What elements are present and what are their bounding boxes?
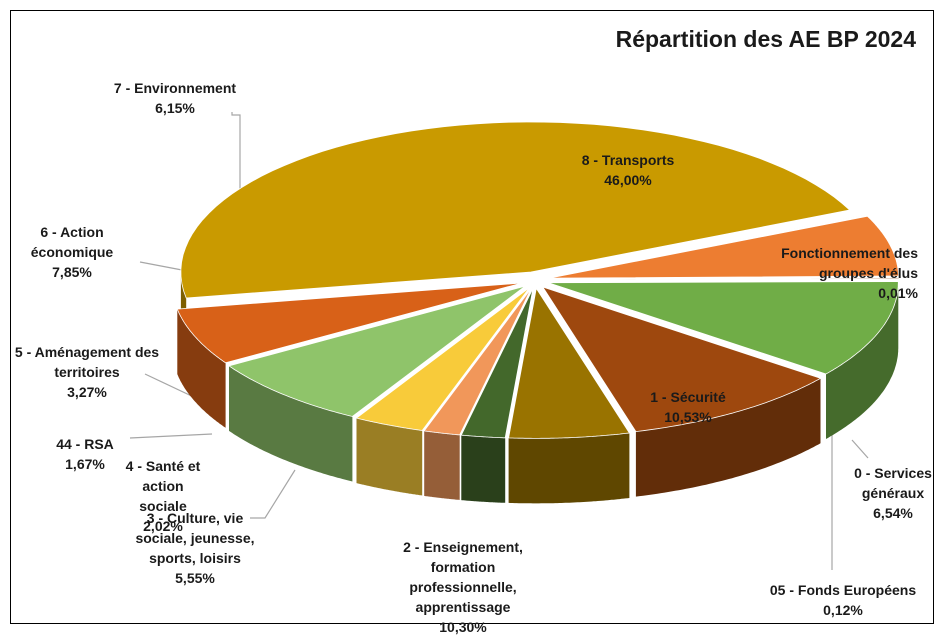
data-label: 7 - Environnement 6,15% — [90, 78, 260, 118]
slice — [228, 285, 526, 417]
value-label: 0,01% — [878, 285, 918, 301]
value-label: 1,67% — [65, 456, 105, 472]
data-label: 2 - Enseignement, formation professionne… — [376, 537, 551, 635]
data-label: 8 - Transports 46,00% — [548, 150, 708, 190]
value-label: 3,27% — [67, 384, 107, 400]
data-label: 05 - Fonds Européens 0,12% — [748, 580, 938, 620]
slice — [541, 286, 822, 433]
data-label: 0 - Services généraux 6,54% — [848, 463, 938, 523]
leader-line — [231, 112, 241, 200]
category-label: Fonctionnement des groupes d'élus — [781, 245, 918, 281]
value-label: 6,54% — [873, 505, 913, 521]
category-label: 5 - Aménagement des territoires — [14, 344, 160, 380]
tops — [176, 121, 900, 439]
slice-wall — [508, 433, 630, 504]
category-label: 2 - Enseignement, formation professionne… — [403, 539, 523, 615]
value-label: 7,85% — [52, 264, 92, 280]
chart-frame — [10, 10, 934, 624]
category-label: 8 - Transports — [581, 152, 675, 168]
slice — [355, 287, 530, 431]
slice-wall — [826, 281, 899, 439]
category-label: 1 - Sécurité — [650, 389, 726, 405]
category-label: 6 - Action économique — [30, 224, 114, 260]
slice — [548, 281, 899, 375]
data-label: 6 - Action économique 7,85% — [17, 222, 127, 282]
chart-title: Répartition des AE BP 2024 — [615, 26, 916, 52]
slice — [508, 287, 631, 439]
leader-line — [129, 433, 213, 439]
leader-line — [851, 439, 869, 459]
slice — [547, 214, 867, 277]
slice-wall — [635, 378, 821, 497]
slice-wall — [229, 365, 353, 482]
value-label: 10,53% — [664, 409, 712, 425]
data-label: 3 - Culture, vie sociale, jeunesse, spor… — [125, 508, 265, 588]
category-label: 05 - Fonds Européens — [769, 582, 917, 598]
slice — [460, 288, 534, 439]
value-label: 46,00% — [604, 172, 652, 188]
slice-wall — [424, 430, 460, 500]
data-label: 4 - Santé et action sociale 2,02% — [118, 456, 208, 536]
slice-wall — [461, 435, 506, 503]
leader-line — [250, 469, 296, 519]
data-label: Fonctionnement des groupes d'élus 0,01% — [768, 243, 918, 303]
slice — [423, 287, 532, 436]
slice — [180, 121, 851, 299]
value-label: 5,55% — [175, 570, 215, 586]
leader-line — [139, 261, 183, 271]
slice — [548, 277, 900, 281]
value-label: 10,30% — [439, 619, 487, 635]
category-label: 7 - Environnement — [113, 80, 237, 96]
category-label: 4 - Santé et action sociale — [125, 458, 201, 514]
value-label: 6,15% — [155, 100, 195, 116]
data-label: 1 - Sécurité 10,53% — [628, 387, 748, 427]
value-label: 0,12% — [823, 602, 863, 618]
slice — [548, 215, 899, 279]
category-label: 0 - Services généraux — [854, 465, 932, 501]
category-label: 3 - Culture, vie sociale, jeunesse, spor… — [135, 510, 255, 566]
data-label: 5 - Aménagement des territoires 3,27% — [7, 342, 167, 402]
walls — [177, 269, 899, 504]
data-label: 44 - RSA 1,67% — [45, 434, 125, 474]
category-label: 44 - RSA — [56, 436, 114, 452]
slice-wall — [356, 418, 423, 496]
slice-wall — [177, 309, 226, 428]
slice — [176, 282, 523, 364]
value-label: 2,02% — [143, 518, 183, 534]
